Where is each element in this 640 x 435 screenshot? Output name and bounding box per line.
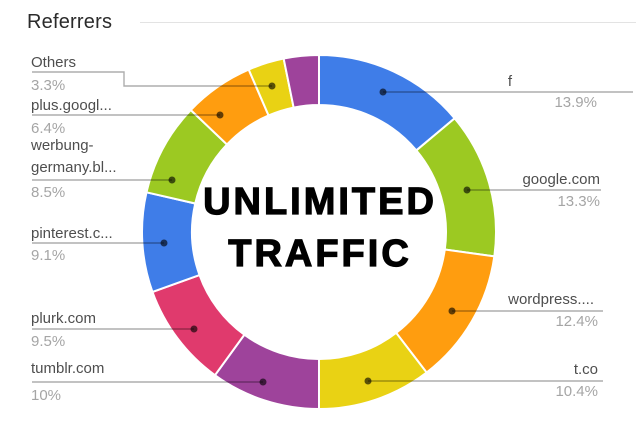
- leader-dot: [379, 88, 387, 96]
- center-text-line1: UNLIMITED: [202, 181, 437, 223]
- slice-label: Others: [31, 54, 76, 71]
- slice-label: wordpress....: [507, 291, 594, 308]
- leader-line: [32, 71, 272, 87]
- slice-percent: 9.1%: [31, 247, 65, 264]
- center-text-line2: TRAFFIC: [228, 233, 412, 275]
- leader-dot: [364, 377, 372, 385]
- slice-label: pinterest.c...: [31, 225, 113, 242]
- leader-dot: [268, 82, 276, 90]
- slice-label: werbung-: [30, 137, 94, 154]
- slice-label: tumblr.com: [31, 360, 104, 377]
- title-divider: [140, 22, 636, 23]
- slice-label: f: [508, 73, 513, 90]
- slice-percent: 10%: [31, 387, 61, 404]
- leader-dot: [160, 239, 168, 247]
- leader-dot: [168, 176, 176, 184]
- leader-dot: [216, 111, 224, 119]
- chart-title: Referrers: [27, 11, 113, 33]
- donut-slice-unlabeled[interactable]: [282, 53, 320, 109]
- slice-percent: 13.3%: [557, 193, 600, 210]
- leader-dot: [259, 378, 267, 386]
- leader-dot: [448, 307, 456, 315]
- slice-label: germany.bl...: [31, 159, 117, 176]
- slice-percent: 8.5%: [31, 184, 65, 201]
- slice-percent: 10.4%: [555, 383, 598, 400]
- slice-percent: 3.3%: [31, 77, 65, 94]
- slice-percent: 9.5%: [31, 333, 65, 350]
- leader-dot: [463, 186, 471, 194]
- slice-percent: 13.9%: [554, 94, 597, 111]
- slice-label: plurk.com: [31, 310, 96, 327]
- slice-label: plus.googl...: [31, 97, 112, 114]
- slice-label: google.com: [522, 171, 600, 188]
- leader-dot: [190, 325, 198, 333]
- slice-label: t.co: [574, 361, 598, 378]
- slice-percent: 6.4%: [31, 120, 65, 137]
- slice-percent: 12.4%: [555, 313, 598, 330]
